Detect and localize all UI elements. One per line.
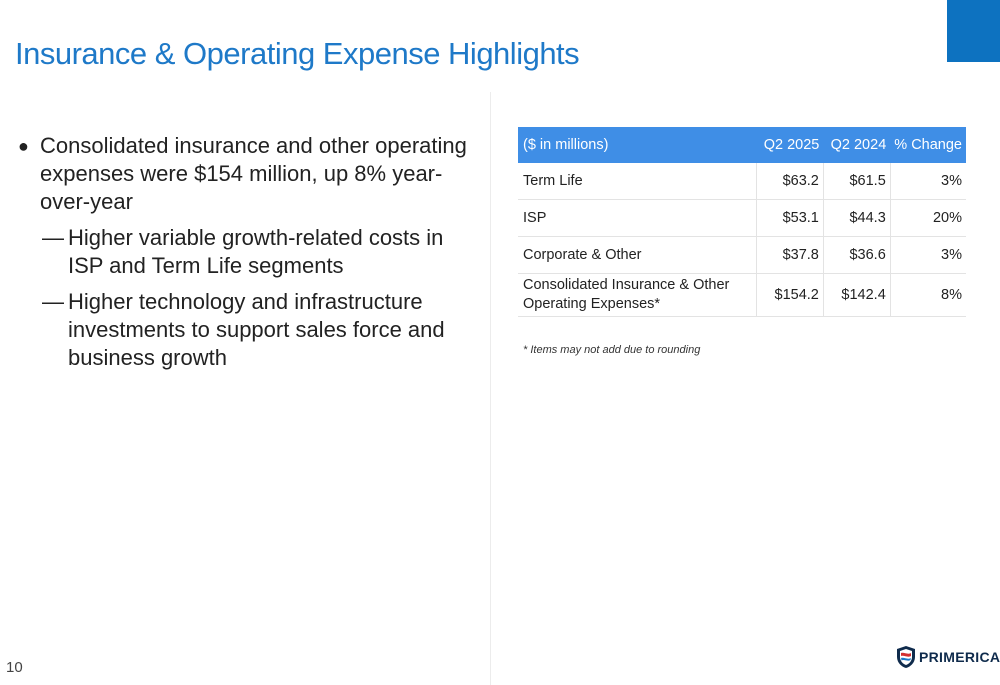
bullet-text: Consolidated insurance and other operati…	[40, 133, 467, 214]
bullet-list: ● Consolidated insurance and other opera…	[18, 132, 478, 372]
primerica-logo: PRIMERICA ®	[896, 645, 1000, 669]
table-cell: $142.4	[823, 273, 891, 317]
primerica-shield-icon	[897, 646, 915, 668]
table-cell: $37.8	[756, 236, 824, 274]
table-cell: $154.2	[756, 273, 824, 317]
table-cell: $61.5	[823, 163, 891, 200]
table-cell: ISP	[518, 199, 757, 237]
corner-accent-block	[947, 0, 1000, 62]
column-header: % Change	[890, 127, 966, 163]
table-cell: $44.3	[823, 199, 891, 237]
column-header: Q2 2025	[756, 127, 824, 163]
table-cell: $36.6	[823, 236, 891, 274]
table-cell: 3%	[890, 236, 966, 274]
column-header: Q2 2024	[823, 127, 891, 163]
logo-text: PRIMERICA	[919, 649, 1000, 665]
column-divider	[490, 92, 491, 685]
bullet-dot-icon: ●	[18, 136, 29, 156]
sub-bullet-item: — Higher technology and infrastructure i…	[42, 288, 478, 372]
table-cell: Consolidated Insurance & Other Operating…	[518, 273, 757, 317]
sub-bullet-item: — Higher variable growth-related costs i…	[42, 224, 478, 280]
table-row: Term Life $63.2 $61.5 3%	[518, 163, 966, 200]
table-header-row: ($ in millions) Q2 2025 Q2 2024 % Change	[518, 127, 966, 163]
table-cell: 8%	[890, 273, 966, 317]
table-cell: Corporate & Other	[518, 236, 757, 274]
expense-table: ($ in millions) Q2 2025 Q2 2024 % Change…	[518, 127, 966, 317]
column-header: ($ in millions)	[518, 127, 757, 163]
dash-icon: —	[42, 289, 64, 314]
page-number: 10	[6, 659, 23, 676]
sub-bullet-text: Higher technology and infrastructure inv…	[68, 289, 445, 370]
table-row: Corporate & Other $37.8 $36.6 3%	[518, 236, 966, 274]
dash-icon: —	[42, 225, 64, 250]
table-cell: Term Life	[518, 163, 757, 200]
table-row: ISP $53.1 $44.3 20%	[518, 199, 966, 237]
table-cell: 3%	[890, 163, 966, 200]
sub-bullet-text: Higher variable growth-related costs in …	[68, 225, 444, 278]
table-cell: $53.1	[756, 199, 824, 237]
table-row-total: Consolidated Insurance & Other Operating…	[518, 273, 966, 317]
table-footnote: * Items may not add due to rounding	[523, 344, 701, 356]
table-cell: $63.2	[756, 163, 824, 200]
table-cell: 20%	[890, 199, 966, 237]
bullet-item: ● Consolidated insurance and other opera…	[18, 132, 478, 216]
page-title: Insurance & Operating Expense Highlights	[15, 36, 580, 71]
